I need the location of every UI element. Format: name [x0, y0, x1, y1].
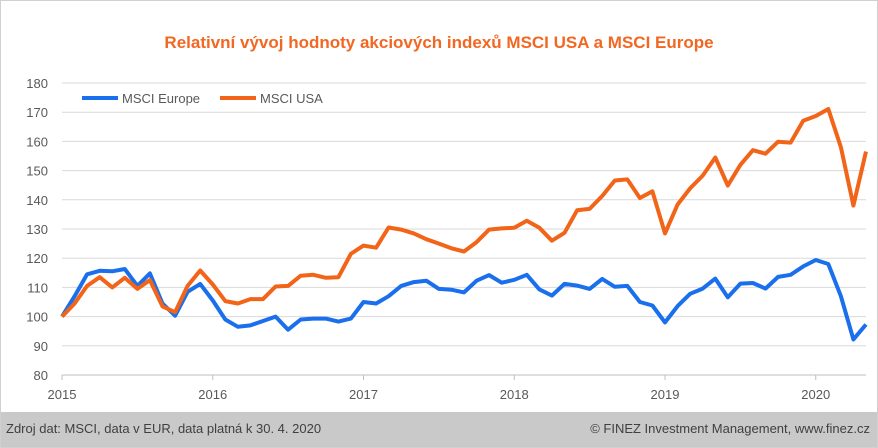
source-note: Zdroj dat: MSCI, data v EUR, data platná… — [6, 421, 322, 436]
legend-label: MSCI USA — [260, 91, 323, 106]
series-line-msci-europe — [60, 258, 868, 342]
y-tick-label: 130 — [26, 222, 48, 237]
x-tick-label: 2020 — [801, 387, 830, 402]
copyright-note: © FINEZ Investment Management, www.finez… — [590, 421, 870, 436]
footer: Zdroj dat: MSCI, data v EUR, data platná… — [0, 412, 878, 448]
x-tick-label: 2018 — [500, 387, 529, 402]
y-tick-label: 180 — [26, 76, 48, 91]
x-tick-label: 2019 — [651, 387, 680, 402]
y-tick-label: 170 — [26, 105, 48, 120]
y-tick-label: 150 — [26, 164, 48, 179]
y-tick-label: 100 — [26, 310, 48, 325]
y-tick-label: 140 — [26, 193, 48, 208]
series-line-msci-usa — [60, 107, 868, 318]
chart-title: Relativní vývoj hodnoty akciových indexů… — [164, 33, 714, 52]
y-tick-label: 120 — [26, 251, 48, 266]
y-tick-label: 110 — [27, 280, 48, 295]
y-tick-label: 80 — [34, 368, 48, 383]
x-tick-label: 2017 — [349, 387, 378, 402]
line-chart: 80 90 100 110 120 130 140 150 160 170 180 2015 2016 2… — [26, 76, 868, 402]
legend-label: MSCI Europe — [122, 91, 200, 106]
x-tick-label: 2016 — [198, 387, 227, 402]
y-tick-label: 90 — [34, 339, 48, 354]
y-tick-label: 160 — [26, 134, 48, 149]
x-tick-label: 2015 — [48, 387, 77, 402]
